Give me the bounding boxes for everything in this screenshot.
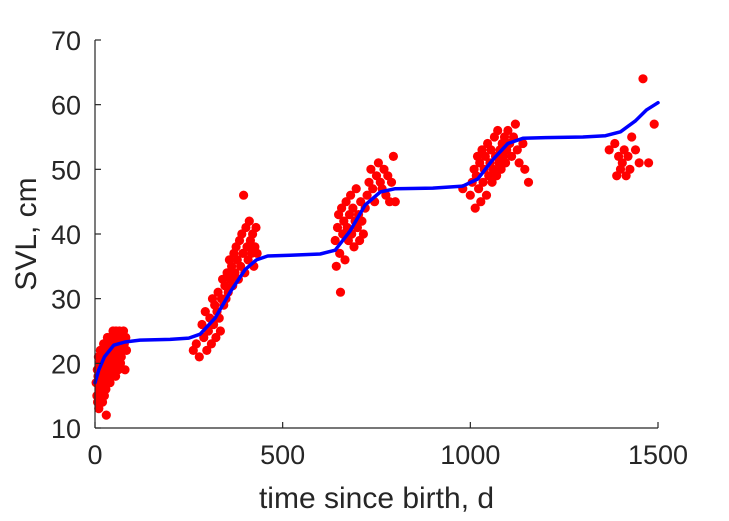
data-point (215, 326, 225, 336)
data-point (348, 203, 358, 213)
data-point (474, 184, 484, 194)
data-point (388, 151, 398, 161)
data-point (503, 125, 513, 136)
data-point (625, 164, 635, 174)
data-point (480, 151, 490, 161)
data-point (386, 177, 397, 187)
x-axis-ticks: 0 500 1000 1500 (87, 422, 688, 470)
data-point (390, 197, 400, 207)
data-point (244, 216, 254, 226)
data-point (330, 235, 340, 246)
data-point (512, 145, 522, 155)
data-point (610, 138, 620, 149)
data-point (634, 158, 644, 168)
data-point (487, 177, 497, 187)
data-point (523, 177, 534, 187)
x-axis-label: time since birth, d (259, 482, 494, 515)
data-point (197, 319, 207, 330)
data-point (341, 197, 351, 207)
data-point (346, 190, 356, 200)
data-point (332, 222, 343, 233)
data-point (478, 177, 488, 187)
y-tick-label: 30 (51, 285, 81, 315)
data-point (510, 119, 520, 129)
data-point (501, 158, 511, 168)
scatter-series (91, 74, 659, 420)
data-point (191, 339, 201, 349)
plot-area (91, 74, 660, 420)
data-point (337, 203, 347, 213)
data-point (335, 248, 345, 258)
data-point (331, 261, 341, 271)
data-point (368, 184, 378, 194)
data-point (120, 365, 130, 375)
data-point (340, 255, 350, 265)
data-point (465, 190, 475, 200)
data-point (470, 203, 480, 213)
y-tick-label: 60 (51, 91, 81, 121)
data-point (604, 145, 614, 155)
data-point (644, 158, 654, 168)
data-point (486, 145, 496, 155)
y-axis-label: SVL, cm (10, 177, 43, 290)
data-point (496, 164, 506, 174)
data-point (236, 261, 246, 271)
y-tick-label: 40 (51, 220, 81, 250)
data-point (194, 352, 204, 362)
axes: 0 500 1000 1500 10 20 30 40 50 60 70 (51, 26, 688, 470)
x-tick-label: 1000 (440, 440, 500, 470)
data-point (481, 190, 492, 200)
x-tick-label: 1500 (628, 440, 688, 470)
data-point (630, 145, 641, 155)
y-tick-label: 20 (51, 349, 81, 379)
data-point (617, 158, 627, 168)
data-point (493, 125, 503, 136)
data-point (349, 242, 359, 252)
data-point (492, 171, 502, 181)
data-point (356, 197, 366, 207)
data-point (351, 184, 361, 194)
y-axis-ticks: 10 20 30 40 50 60 70 (51, 26, 101, 444)
data-point (518, 138, 528, 149)
data-point (507, 151, 517, 161)
data-point (627, 132, 637, 142)
data-point (366, 164, 376, 174)
fit-curve (93, 100, 660, 385)
data-point (358, 229, 368, 239)
data-point (357, 216, 367, 226)
data-point (239, 190, 249, 200)
data-point (206, 339, 216, 349)
y-tick-label: 50 (51, 155, 81, 185)
y-tick-label: 70 (51, 26, 81, 56)
data-point (335, 287, 346, 297)
data-point (211, 332, 221, 343)
data-point (251, 222, 261, 233)
data-point (520, 164, 530, 174)
data-point (475, 158, 485, 168)
data-point (202, 345, 212, 355)
data-point (121, 345, 132, 355)
y-tick-label: 10 (51, 414, 81, 444)
data-point (638, 74, 648, 84)
data-point (200, 307, 210, 317)
data-point (121, 332, 131, 343)
x-tick-label: 500 (260, 440, 305, 470)
data-point (362, 190, 372, 200)
data-point (514, 158, 524, 168)
data-point (476, 197, 486, 207)
data-point (101, 410, 111, 420)
data-point (252, 248, 262, 258)
data-point (649, 119, 659, 129)
x-tick-label: 0 (87, 440, 102, 470)
data-point (373, 158, 383, 168)
data-point (623, 151, 633, 161)
